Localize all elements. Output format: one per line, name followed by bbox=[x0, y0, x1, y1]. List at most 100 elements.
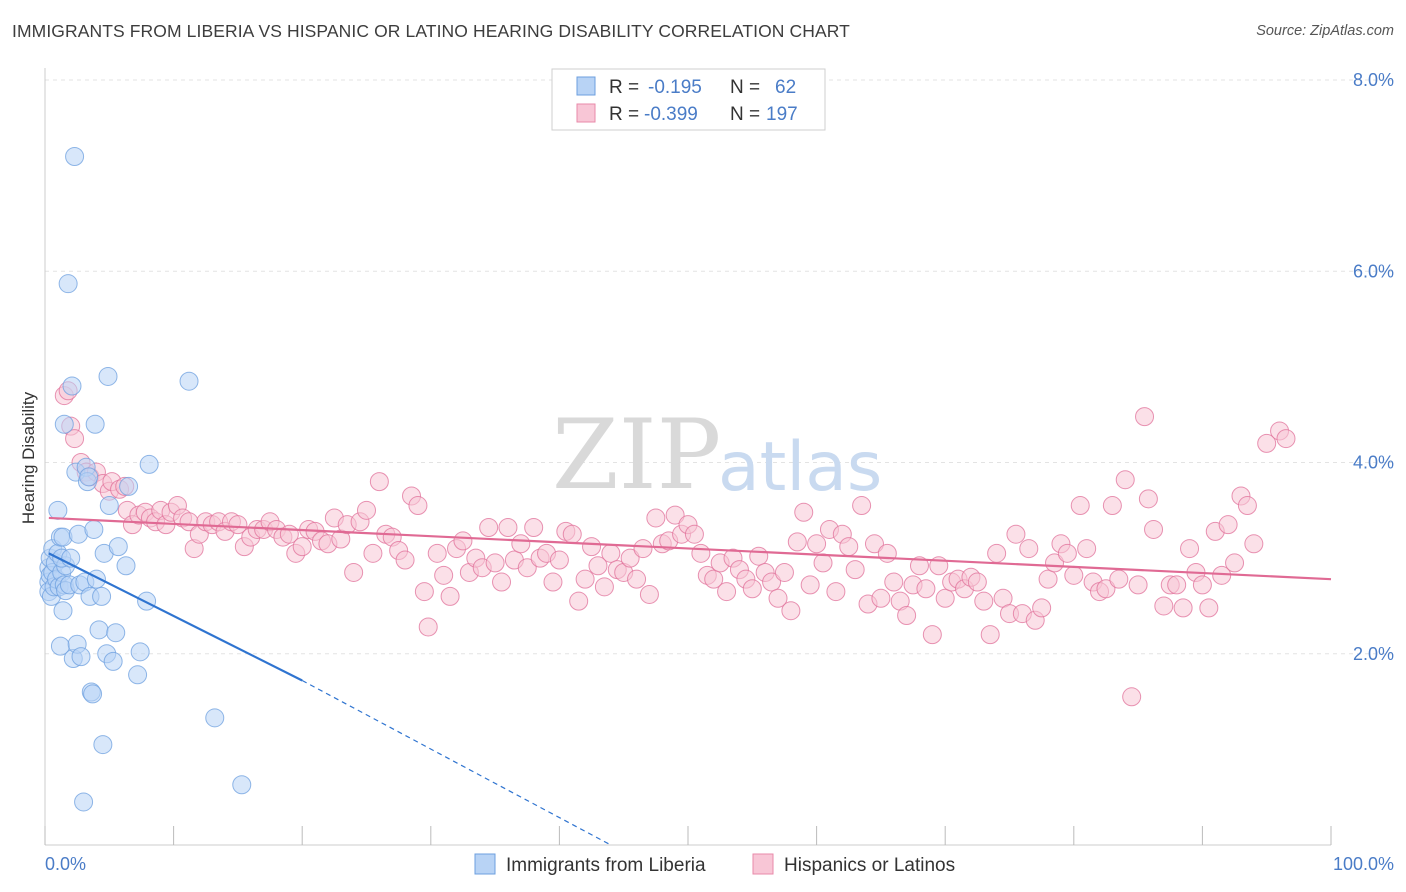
point-liberia-42 bbox=[83, 684, 103, 704]
point-liberia-34 bbox=[71, 647, 91, 667]
point-liberia-35 bbox=[74, 792, 94, 812]
point-hispanic-118 bbox=[781, 601, 801, 621]
trend-line-hispanic bbox=[48, 516, 1332, 581]
point-hispanic-86 bbox=[575, 569, 595, 589]
point-hispanic-116 bbox=[768, 588, 788, 608]
point-hispanic-167 bbox=[1096, 579, 1116, 599]
point-liberia-54 bbox=[106, 623, 126, 643]
point-hispanic-78 bbox=[524, 518, 544, 538]
point-liberia-59 bbox=[130, 642, 150, 662]
stats-r-value-1: -0.195 bbox=[648, 77, 702, 98]
point-hispanic-164 bbox=[1077, 539, 1097, 559]
watermark: ZIP atlas bbox=[552, 399, 882, 511]
point-liberia-22 bbox=[54, 414, 74, 434]
point-hispanic-117 bbox=[774, 562, 794, 582]
point-hispanic-71 bbox=[479, 518, 499, 538]
point-liberia-15 bbox=[53, 601, 73, 621]
point-hispanic-170 bbox=[1115, 470, 1135, 490]
y-tick-label-2: 6.0% bbox=[1353, 261, 1394, 281]
point-hispanic-161 bbox=[1057, 543, 1077, 563]
x-tick-labels: 0.0% 100.0% bbox=[45, 854, 1394, 874]
point-liberia-51 bbox=[98, 366, 118, 386]
point-hispanic-140 bbox=[922, 625, 942, 645]
point-hispanic-88 bbox=[588, 556, 608, 576]
point-hispanic-149 bbox=[980, 625, 1000, 645]
point-liberia-43 bbox=[84, 519, 104, 539]
point-hispanic-93 bbox=[620, 548, 640, 568]
y-tick-label-1: 4.0% bbox=[1353, 453, 1394, 473]
point-hispanic-190 bbox=[1244, 534, 1264, 554]
stats-n-label-1: N = bbox=[730, 77, 760, 98]
point-hispanic-134 bbox=[884, 572, 904, 592]
point-hispanic-95 bbox=[633, 539, 653, 559]
point-hispanic-176 bbox=[1154, 596, 1174, 616]
point-hispanic-127 bbox=[839, 537, 859, 557]
point-hispanic-187 bbox=[1225, 553, 1245, 573]
point-hispanic-87 bbox=[582, 537, 602, 557]
point-hispanic-142 bbox=[935, 588, 955, 608]
point-hispanic-162 bbox=[1064, 565, 1084, 585]
point-hispanic-76 bbox=[511, 534, 531, 554]
point-hispanic-63 bbox=[427, 543, 447, 563]
point-hispanic-175 bbox=[1144, 519, 1164, 539]
point-hispanic-3 bbox=[65, 429, 85, 449]
point-hispanic-173 bbox=[1135, 407, 1155, 427]
watermark-zip: ZIP bbox=[552, 399, 721, 511]
point-hispanic-189 bbox=[1237, 496, 1257, 516]
point-hispanic-123 bbox=[813, 553, 833, 573]
point-hispanic-121 bbox=[800, 575, 820, 595]
point-liberia-52 bbox=[99, 496, 119, 516]
point-hispanic-96 bbox=[639, 584, 659, 604]
trend-line-liberia-extension bbox=[301, 679, 612, 846]
point-hispanic-193 bbox=[1276, 429, 1296, 449]
point-liberia-61 bbox=[139, 454, 159, 474]
watermark-atlas: atlas bbox=[718, 428, 882, 507]
point-hispanic-122 bbox=[807, 534, 827, 554]
stats-r-label-1: R = bbox=[609, 77, 639, 98]
point-hispanic-97 bbox=[646, 508, 666, 528]
point-hispanic-54 bbox=[369, 472, 389, 492]
point-liberia-57 bbox=[119, 476, 139, 496]
series-liberia-points bbox=[39, 147, 252, 812]
point-hispanic-183 bbox=[1199, 598, 1219, 618]
point-hispanic-94 bbox=[627, 569, 647, 589]
point-hispanic-129 bbox=[852, 496, 872, 516]
point-hispanic-85 bbox=[569, 591, 589, 611]
point-hispanic-52 bbox=[357, 500, 376, 520]
point-liberia-47 bbox=[92, 586, 112, 606]
point-hispanic-136 bbox=[897, 606, 917, 625]
point-hispanic-74 bbox=[498, 518, 518, 538]
y-tick-labels: 2.0% 4.0% 6.0% 8.0% bbox=[1353, 70, 1394, 664]
point-hispanic-120 bbox=[794, 502, 814, 522]
point-hispanic-131 bbox=[864, 534, 884, 554]
point-hispanic-153 bbox=[1006, 524, 1026, 544]
point-liberia-24 bbox=[58, 274, 78, 294]
point-hispanic-65 bbox=[440, 586, 460, 606]
x-tick-label-1: 100.0% bbox=[1333, 854, 1394, 874]
point-liberia-56 bbox=[116, 556, 136, 576]
point-hispanic-89 bbox=[594, 577, 614, 597]
point-liberia-60 bbox=[137, 591, 157, 611]
legend-swatch-hispanic bbox=[752, 853, 774, 875]
point-liberia-55 bbox=[108, 537, 128, 557]
point-hispanic-60 bbox=[408, 496, 428, 516]
point-hispanic-115 bbox=[762, 572, 782, 592]
point-hispanic-180 bbox=[1180, 539, 1200, 559]
point-hispanic-138 bbox=[909, 556, 929, 576]
point-liberia-29 bbox=[65, 147, 85, 166]
stats-box-frame bbox=[551, 68, 826, 131]
point-hispanic-159 bbox=[1045, 553, 1065, 573]
point-liberia-44 bbox=[85, 414, 105, 434]
point-liberia-64 bbox=[232, 775, 252, 795]
point-liberia-53 bbox=[103, 651, 123, 671]
point-hispanic-147 bbox=[967, 572, 987, 592]
point-hispanic-62 bbox=[418, 617, 438, 637]
point-hispanic-82 bbox=[549, 550, 569, 570]
trend-line-liberia bbox=[48, 552, 303, 682]
point-hispanic-100 bbox=[665, 505, 685, 525]
axes bbox=[44, 68, 1332, 846]
point-hispanic-157 bbox=[1032, 598, 1052, 618]
point-hispanic-84 bbox=[562, 524, 582, 544]
point-hispanic-133 bbox=[877, 543, 897, 563]
